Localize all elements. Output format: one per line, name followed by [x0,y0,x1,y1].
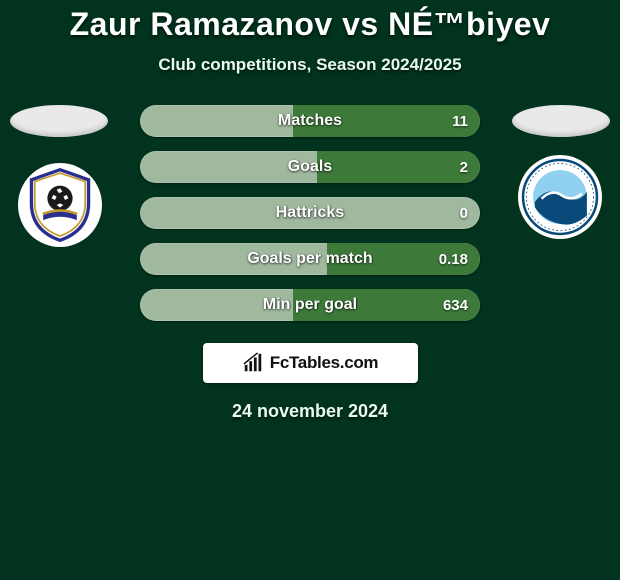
stat-label: Min per goal [140,289,480,321]
stat-label: Hattricks [140,197,480,229]
player-avatar-right [512,105,610,137]
stat-row: Goals per match 0.18 [140,243,480,275]
stat-row: Hattricks 0 [140,197,480,229]
stat-value-right: 0.18 [427,243,480,275]
chart-icon [242,352,264,374]
stat-label: Goals [140,151,480,183]
stat-row: Goals 2 [140,151,480,183]
player-avatar-left [10,105,108,137]
stat-label: Matches [140,105,480,137]
stat-value-right: 2 [448,151,480,183]
stat-value-right: 0 [448,197,480,229]
comparison-stage: Matches 11 Goals 2 Hattricks 0 Goals per… [0,105,620,321]
club-badge-left [18,163,102,247]
brand-logo[interactable]: FcTables.com [203,343,418,383]
stat-row: Min per goal 634 [140,289,480,321]
brand-text: FcTables.com [270,353,379,373]
page-title: Zaur Ramazanov vs NÉ™biyev [0,0,620,43]
stat-value-right: 634 [431,289,480,321]
subtitle: Club competitions, Season 2024/2025 [0,55,620,75]
snapshot-date: 24 november 2024 [0,401,620,422]
stat-bars: Matches 11 Goals 2 Hattricks 0 Goals per… [140,105,480,321]
stat-row: Matches 11 [140,105,480,137]
club-badge-right [518,155,602,239]
stat-value-right: 11 [440,105,480,137]
